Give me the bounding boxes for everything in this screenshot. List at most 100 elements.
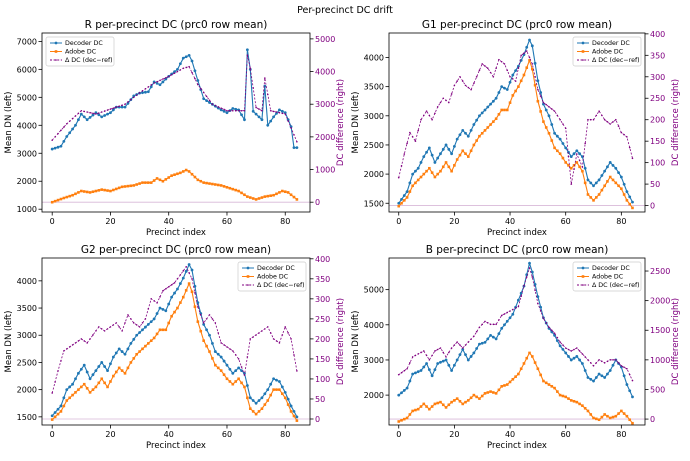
decoder-data-point bbox=[469, 128, 473, 132]
delta-data-point bbox=[612, 121, 614, 123]
adobe-data-point bbox=[266, 399, 270, 402]
delta-data-point bbox=[86, 342, 88, 344]
delta-data-point bbox=[127, 101, 129, 103]
delta-data-point bbox=[68, 346, 71, 348]
delta-data-point bbox=[240, 366, 243, 368]
decoder-data-point bbox=[516, 64, 520, 68]
legend-marker bbox=[54, 50, 58, 53]
delta-data-point bbox=[500, 60, 503, 63]
adobe-data-point bbox=[260, 407, 264, 410]
delta-data-point bbox=[609, 359, 612, 361]
decoder-data-point bbox=[469, 355, 473, 358]
delta-data-point bbox=[144, 88, 147, 90]
adobe-data-point bbox=[149, 339, 153, 342]
delta-data-point bbox=[153, 300, 155, 302]
delta-data-point bbox=[400, 165, 403, 167]
y-tick-label: 2500 bbox=[364, 141, 384, 150]
decoder-data-point bbox=[240, 113, 243, 117]
right-y-tick-label: 3000 bbox=[315, 100, 335, 109]
adobe-data-point bbox=[403, 417, 406, 421]
adobe-data-point bbox=[425, 169, 428, 173]
adobe-data-point bbox=[405, 416, 409, 420]
decoder-data-point bbox=[466, 134, 470, 138]
delta-data-point bbox=[548, 326, 550, 329]
decoder-data-point bbox=[405, 386, 409, 390]
adobe-data-point bbox=[59, 197, 63, 201]
adobe-data-point bbox=[469, 149, 473, 153]
delta-data-point bbox=[223, 108, 225, 111]
delta-data-point bbox=[159, 79, 161, 82]
decoder-data-point bbox=[77, 371, 80, 375]
chart-title: G1 per-precinct DC (prc0 row mean) bbox=[422, 19, 612, 31]
delta-data-point bbox=[525, 276, 528, 278]
delta-data-point bbox=[562, 123, 564, 125]
adobe-data-point bbox=[65, 195, 69, 199]
adobe-data-point bbox=[283, 396, 287, 400]
adobe-data-point bbox=[82, 190, 86, 193]
decoder-data-point bbox=[500, 85, 504, 89]
delta-data-point bbox=[411, 136, 414, 138]
delta-data-point bbox=[453, 84, 456, 87]
delta-data-point bbox=[456, 80, 458, 82]
adobe-data-point bbox=[214, 363, 217, 367]
delta-data-point bbox=[258, 108, 260, 110]
decoder-data-point bbox=[464, 131, 467, 135]
right-y-tick-label: 0 bbox=[650, 202, 655, 211]
decoder-data-point bbox=[275, 378, 278, 382]
adobe-data-point bbox=[187, 170, 191, 173]
delta-data-point bbox=[431, 118, 433, 121]
delta-data-point bbox=[403, 369, 406, 372]
adobe-data-point bbox=[528, 59, 531, 62]
delta-data-point bbox=[124, 322, 126, 324]
legend-marker bbox=[247, 284, 249, 286]
adobe-data-point bbox=[478, 134, 481, 138]
legend-marker bbox=[581, 50, 585, 53]
delta-data-point bbox=[550, 329, 553, 332]
decoder-data-point bbox=[257, 399, 261, 402]
y-tick-label: 3000 bbox=[364, 356, 384, 365]
decoder-data-point bbox=[589, 377, 593, 381]
adobe-data-point bbox=[289, 410, 293, 413]
delta-data-point bbox=[489, 71, 492, 74]
adobe-data-point bbox=[403, 199, 406, 202]
delta-data-point bbox=[459, 344, 461, 346]
adobe-data-point bbox=[161, 328, 165, 332]
decoder-data-point bbox=[472, 351, 476, 355]
legend-label: Decoder DC bbox=[592, 40, 630, 47]
decoder-data-point bbox=[254, 401, 258, 405]
adobe-data-point bbox=[561, 394, 565, 398]
adobe-data-point bbox=[196, 320, 200, 323]
delta-data-point bbox=[144, 318, 147, 320]
delta-data-point bbox=[202, 322, 205, 324]
adobe-data-point bbox=[614, 181, 618, 185]
adobe-data-point bbox=[187, 282, 191, 285]
x-axis-label: Precinct index bbox=[487, 228, 547, 238]
adobe-data-point bbox=[289, 193, 293, 197]
decoder-data-point bbox=[126, 347, 130, 351]
delta-data-point bbox=[439, 101, 442, 104]
delta-data-point bbox=[628, 146, 631, 149]
decoder-data-point bbox=[427, 146, 431, 150]
delta-data-point bbox=[109, 108, 112, 110]
y-tick-label: 1500 bbox=[17, 413, 37, 422]
decoder-data-point bbox=[561, 348, 565, 351]
delta-data-point bbox=[261, 330, 263, 332]
decoder-data-point bbox=[447, 147, 451, 151]
delta-data-point bbox=[232, 350, 234, 352]
decoder-data-point bbox=[416, 166, 420, 170]
decoder-data-point bbox=[597, 178, 601, 182]
decoder-data-point bbox=[68, 385, 72, 389]
adobe-data-point bbox=[281, 392, 284, 396]
decoder-data-point bbox=[594, 376, 598, 379]
delta-data-point bbox=[194, 292, 196, 294]
decoder-data-point bbox=[575, 149, 579, 153]
adobe-data-point bbox=[85, 190, 89, 194]
adobe-data-point bbox=[444, 161, 448, 164]
decoder-data-point bbox=[489, 102, 492, 106]
adobe-data-point bbox=[592, 199, 595, 202]
adobe-data-point bbox=[243, 385, 246, 389]
decoder-data-point bbox=[569, 358, 573, 362]
delta-data-point bbox=[503, 313, 506, 315]
adobe-data-point bbox=[94, 385, 98, 389]
delta-data-point bbox=[531, 63, 534, 65]
